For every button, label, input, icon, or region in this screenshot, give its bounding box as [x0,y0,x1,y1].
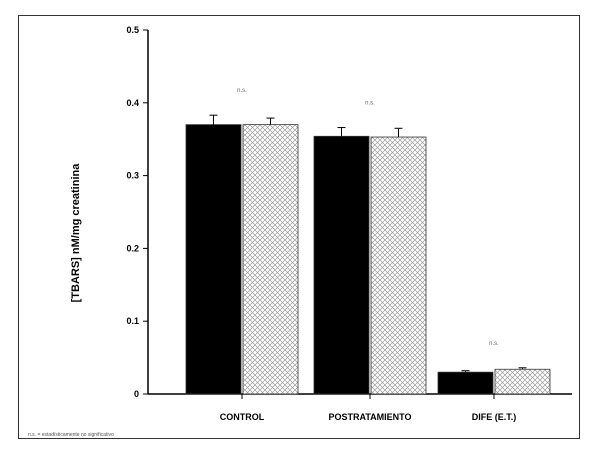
y-tick-label: 0.2 [126,243,139,253]
bar-series1-1 [313,135,370,395]
x-tick-label: POSTRATAMIENTO [329,412,412,422]
y-tick-label: 0 [134,389,139,399]
annotation-ns: n.s. [489,341,499,347]
y-axis-label: [TBARS] nM/mg creatinina [70,163,82,303]
annotation-ns: n.s. [365,101,375,107]
y-tick-label: 0.3 [126,171,139,181]
chart-frame [18,15,580,439]
bar-series1-0 [185,124,242,395]
annotation-ns: n.s. [237,88,247,94]
x-tick-label: DIFE (E.T.) [472,412,517,422]
x-tick-label: CONTROL [220,412,265,422]
bar-series1-2 [437,371,494,395]
footnote: n.s. = estadísticamente no significativo [28,432,114,438]
bar-series2-2 [494,368,551,395]
bar-series2-0 [242,124,299,395]
bar-series2-1 [370,136,427,395]
y-tick-label: 0.4 [126,98,139,108]
y-tick-label: 0.5 [126,25,139,35]
y-tick-label: 0.1 [126,316,139,326]
